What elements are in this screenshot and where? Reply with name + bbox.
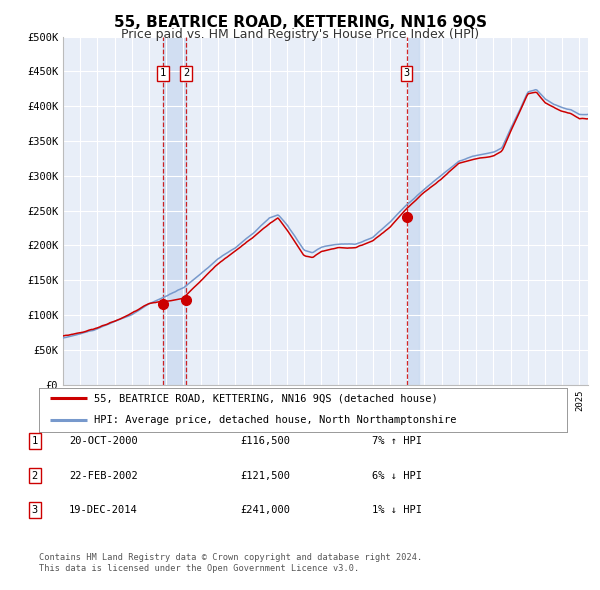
Text: 20-OCT-2000: 20-OCT-2000 <box>69 437 138 446</box>
Text: HPI: Average price, detached house, North Northamptonshire: HPI: Average price, detached house, Nort… <box>94 415 457 425</box>
Text: 3: 3 <box>403 68 410 78</box>
Text: 22-FEB-2002: 22-FEB-2002 <box>69 471 138 480</box>
Text: 55, BEATRICE ROAD, KETTERING, NN16 9QS: 55, BEATRICE ROAD, KETTERING, NN16 9QS <box>113 15 487 30</box>
Text: 7% ↑ HPI: 7% ↑ HPI <box>372 437 422 446</box>
Text: Price paid vs. HM Land Registry's House Price Index (HPI): Price paid vs. HM Land Registry's House … <box>121 28 479 41</box>
Bar <box>407 37 419 385</box>
Text: 55, BEATRICE ROAD, KETTERING, NN16 9QS (detached house): 55, BEATRICE ROAD, KETTERING, NN16 9QS (… <box>94 394 438 403</box>
Text: 6% ↓ HPI: 6% ↓ HPI <box>372 471 422 480</box>
Text: 19-DEC-2014: 19-DEC-2014 <box>69 505 138 514</box>
Text: 2: 2 <box>183 68 189 78</box>
Text: 2: 2 <box>32 471 38 480</box>
Text: 3: 3 <box>32 505 38 514</box>
Bar <box>163 37 186 385</box>
Text: £121,500: £121,500 <box>240 471 290 480</box>
Text: Contains HM Land Registry data © Crown copyright and database right 2024.
This d: Contains HM Land Registry data © Crown c… <box>39 553 422 573</box>
Text: 1: 1 <box>160 68 166 78</box>
Text: £116,500: £116,500 <box>240 437 290 446</box>
Text: 1: 1 <box>32 437 38 446</box>
Text: £241,000: £241,000 <box>240 505 290 514</box>
Text: 1% ↓ HPI: 1% ↓ HPI <box>372 505 422 514</box>
